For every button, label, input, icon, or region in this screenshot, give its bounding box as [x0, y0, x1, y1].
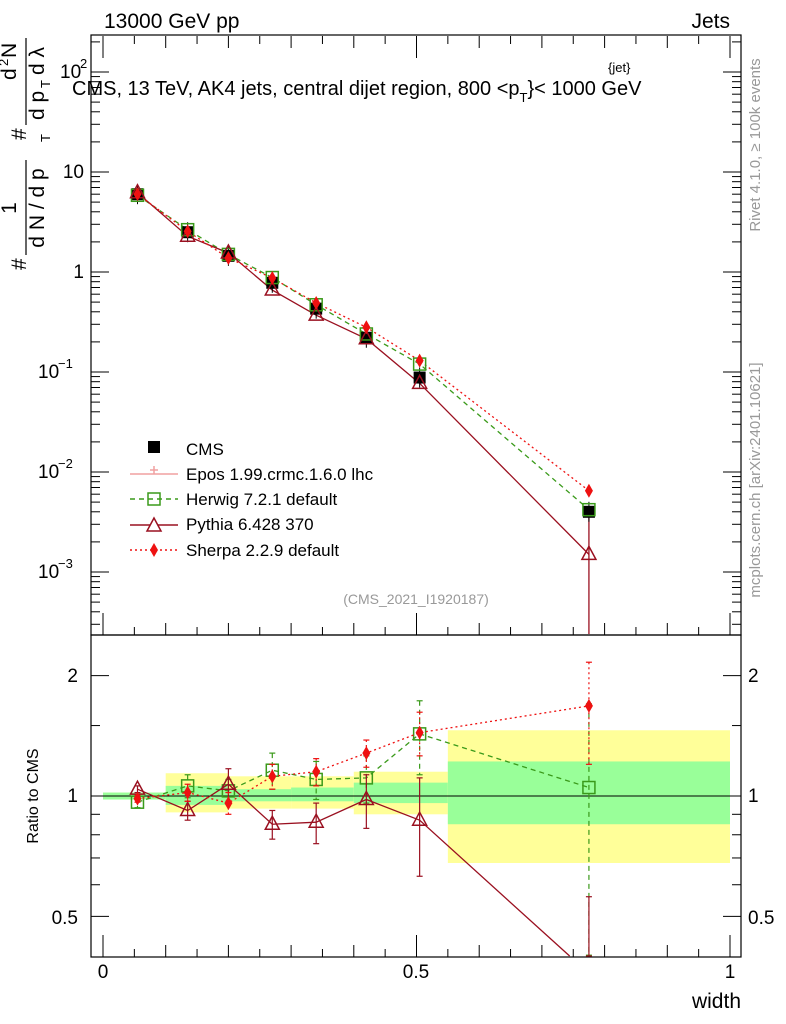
svg-text:10: 10 — [38, 562, 59, 583]
series-line-2 — [137, 192, 590, 555]
legend-marker-sherpa — [150, 543, 158, 557]
legend-marker-herwig — [147, 492, 161, 506]
svg-text:−3: −3 — [58, 556, 73, 571]
series-point-3 — [584, 483, 593, 498]
svg-text:d p: d p — [26, 91, 49, 120]
series-point-3 — [133, 187, 142, 202]
svg-text:10: 10 — [60, 62, 81, 83]
ratio-tick-label-2: 2 — [67, 666, 78, 687]
series-line-3 — [137, 193, 590, 492]
svg-text:10: 10 — [38, 462, 59, 483]
ratio-tick-label-right-0.5: 0.5 — [748, 908, 774, 929]
svg-text:d: d — [0, 68, 21, 80]
header-left: 13000 GeV pp — [104, 10, 239, 33]
ratio-bands — [103, 730, 730, 863]
header-right: Jets — [691, 10, 730, 33]
ratio-point-2 — [179, 800, 196, 817]
svg-text:{jet}: {jet} — [608, 60, 631, 75]
chart-title: CMS, 13 TeV, AK4 jets, central dijet reg… — [72, 60, 642, 105]
series-point-3 — [224, 251, 233, 266]
svg-text:T: T — [38, 80, 53, 88]
ratio-point-1 — [582, 780, 596, 795]
y-tick-label-0.001: 10 −3 — [38, 556, 73, 583]
ratio-point-3 — [133, 791, 142, 806]
band-stat-2 — [228, 789, 292, 802]
ratio-point-3 — [362, 746, 371, 761]
ratio-axis-label: Ratio to CMS — [25, 748, 42, 843]
svg-text:d λ: d λ — [26, 46, 49, 75]
legend-label-cms: CMS — [186, 440, 224, 459]
ratio-point-2 — [264, 814, 281, 830]
ratio-point-3 — [268, 769, 277, 784]
legend-marker-cms — [148, 441, 160, 453]
series-point-3 — [268, 271, 277, 286]
svg-text:2: 2 — [0, 59, 11, 66]
y-axis-label: # 1 d N / d p T # d 2 N d p T d λ — [0, 38, 53, 270]
ratio-point-3 — [312, 764, 321, 779]
ratio-line-3 — [137, 705, 590, 804]
ratio-point-3 — [183, 785, 192, 800]
svg-text:1: 1 — [0, 202, 21, 214]
data-marks — [129, 183, 598, 957]
mcplots-credit: mcplots.cern.ch [arXiv:2401.10621] — [747, 362, 764, 597]
y-tick-label-10: 10 — [63, 162, 84, 183]
svg-text:#: # — [8, 128, 31, 140]
legend-marker-pythia — [145, 516, 163, 532]
cms-point — [582, 505, 595, 518]
ratio-point-3 — [415, 725, 424, 740]
y-tick-label-100: 10 2 — [60, 56, 87, 83]
ratio-point-3 — [224, 796, 233, 811]
legend-label-pythia: Pythia 6.428 370 — [186, 515, 314, 534]
x-tick-label-1: 1 — [725, 962, 736, 983]
svg-text:2: 2 — [80, 56, 87, 71]
ratio-tick-label-0.5: 0.5 — [52, 908, 78, 929]
x-tick-label-0: 0 — [98, 962, 109, 983]
series-point-3 — [415, 353, 424, 368]
band-stat-4 — [353, 782, 448, 804]
ratio-line-1 — [137, 733, 590, 803]
y-tick-label-0.1: 10 −1 — [38, 356, 73, 383]
svg-text:d N / d p: d N / d p — [26, 168, 49, 247]
series-point-3 — [312, 295, 321, 310]
ratio-point-2 — [411, 810, 428, 826]
svg-text:#: # — [8, 258, 31, 270]
legend-label-epos: Epos 1.99.crmc.1.6.0 lhc — [186, 465, 374, 484]
ratio-point-2 — [307, 812, 325, 828]
series-point-2 — [179, 226, 196, 242]
band-stat-3 — [291, 787, 354, 802]
svg-text:−1: −1 — [58, 356, 73, 371]
y-tick-label-1: 1 — [73, 262, 84, 283]
ratio-point-2 — [220, 774, 237, 790]
series-point-3 — [183, 224, 192, 239]
x-tick-label-0.5: 0.5 — [403, 962, 429, 983]
series-point-1 — [582, 502, 596, 517]
svg-text:CMS, 13 TeV, AK4 jets, central: CMS, 13 TeV, AK4 jets, central dijet reg… — [72, 78, 642, 105]
ratio-tick-label-1: 1 — [67, 786, 78, 807]
series-point-2 — [580, 544, 598, 561]
y-tick-label-0.01: 10 −2 — [38, 456, 73, 483]
ratio-point-2 — [358, 789, 375, 806]
series-point-2 — [358, 329, 375, 345]
svg-text:10: 10 — [38, 362, 59, 383]
legend-marker-epos — [150, 466, 158, 474]
series-point-2 — [307, 305, 325, 321]
rivet-version: Rivet 4.1.0, ≥ 100k events — [747, 58, 764, 231]
analysis-id: (CMS_2021_I1920187) — [343, 591, 489, 607]
series-point-2 — [411, 373, 428, 390]
legend: CMS Epos 1.99.crmc.1.6.0 lhc Herwig 7.2.… — [130, 440, 374, 560]
series-point-3 — [362, 320, 371, 335]
ratio-line-2 — [137, 783, 571, 957]
ratio-tick-label-right-1: 1 — [748, 786, 759, 807]
x-axis-label: width — [691, 990, 741, 1013]
ratio-point-3 — [584, 698, 593, 713]
svg-text:−2: −2 — [58, 456, 73, 471]
series-point-2 — [264, 280, 281, 296]
legend-label-sherpa: Sherpa 2.2.9 default — [186, 541, 339, 560]
svg-text:T: T — [38, 134, 53, 142]
svg-text:N: N — [0, 43, 21, 58]
series-line-1 — [137, 194, 590, 511]
legend-label-herwig: Herwig 7.2.1 default — [186, 490, 337, 509]
ratio-tick-label-right-2: 2 — [748, 666, 759, 687]
